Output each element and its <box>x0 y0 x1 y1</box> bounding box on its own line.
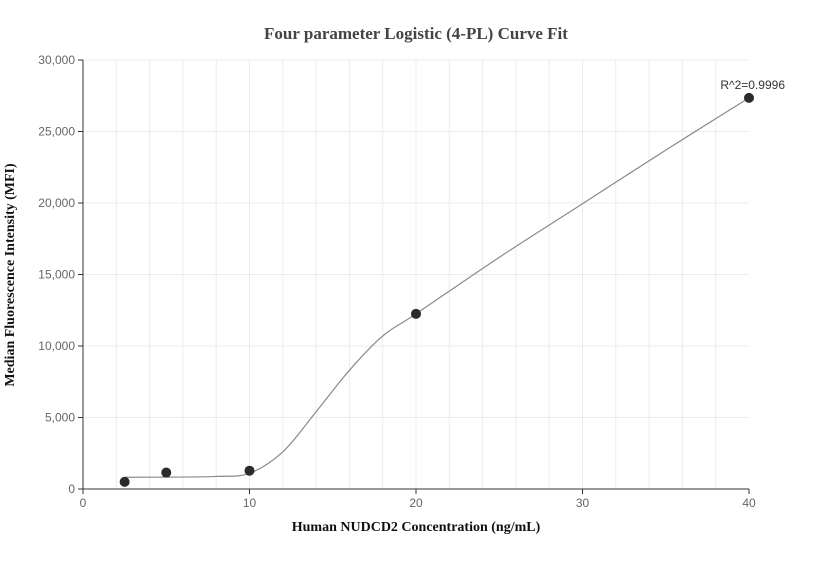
y-tick-label: 20,000 <box>38 196 75 210</box>
fit-curve-line <box>124 97 750 478</box>
x-tick-label: 20 <box>409 496 423 510</box>
curve-layer <box>124 97 750 478</box>
data-point[interactable] <box>161 467 172 478</box>
y-tick-label: 25,000 <box>38 125 75 139</box>
chart-title: Four parameter Logistic (4-PL) Curve Fit <box>264 24 568 43</box>
y-tick-label: 15,000 <box>38 268 75 282</box>
r-squared-annotation: R^2=0.9996 <box>720 78 785 92</box>
data-point[interactable] <box>411 308 421 319</box>
y-tick-label: 5,000 <box>45 411 75 425</box>
y-tick-label: 0 <box>68 482 75 496</box>
x-tick-label: 0 <box>80 496 87 510</box>
y-tick-label: 30,000 <box>38 53 75 67</box>
x-axis-title: Human NUDCD2 Concentration (ng/mL) <box>292 520 541 535</box>
point-layer <box>119 92 754 487</box>
grid-layer <box>83 59 749 489</box>
x-tick-label: 30 <box>576 496 590 510</box>
data-point[interactable] <box>119 476 130 487</box>
data-point[interactable] <box>244 465 255 476</box>
annotation-layer: R^2=0.9996 <box>720 78 785 92</box>
x-tick-label: 40 <box>742 496 756 510</box>
tick-layer: 0 10 20 30 40 0 5,000 10,000 15,000 20,000 25,000 3… <box>38 53 756 510</box>
x-tick-label: 10 <box>243 496 257 510</box>
y-axis-title: Median Fluorescence Intensity (MFI) <box>3 163 18 387</box>
y-tick-label: 10,000 <box>38 339 75 353</box>
data-point[interactable] <box>744 92 754 103</box>
